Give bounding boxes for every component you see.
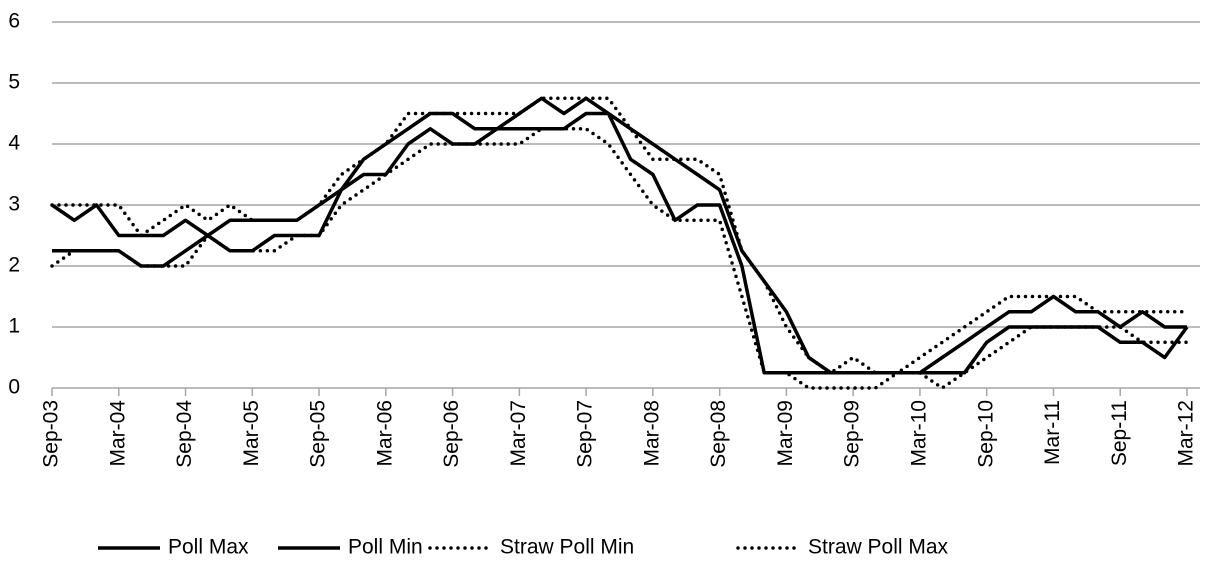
x-tick-label: Mar-12	[1175, 400, 1198, 467]
y-tick-label: 4	[8, 132, 20, 155]
x-tick-label: Mar-06	[373, 400, 396, 467]
x-tick-label: Sep-09	[841, 400, 864, 468]
y-tick-label: 2	[8, 254, 20, 277]
x-tick-label: Mar-04	[106, 400, 129, 467]
x-tick-label: Sep-11	[1108, 400, 1131, 466]
x-tick-label: Sep-05	[307, 400, 330, 468]
x-tick-label: Mar-11	[1041, 400, 1064, 465]
y-tick-label: 3	[8, 193, 20, 216]
x-tick-label: Mar-07	[507, 400, 530, 467]
y-tick-label: 5	[8, 71, 20, 94]
line-series	[50, 96, 1189, 375]
x-tick-label: Sep-03	[40, 400, 63, 468]
x-tick-label: Sep-10	[974, 400, 997, 468]
x-tick-label: Sep-08	[707, 400, 730, 468]
y-tick-label: 1	[8, 315, 20, 338]
x-tick-label: Sep-04	[173, 400, 196, 468]
legend-label: Poll Max	[168, 536, 249, 559]
legend-label: Straw Poll Max	[808, 536, 949, 559]
x-tick-label: Mar-05	[240, 400, 263, 467]
x-tick-label: Mar-08	[640, 400, 663, 467]
line-series	[52, 111, 1189, 375]
legend-label: Straw Poll Min	[500, 536, 634, 559]
line-series	[50, 127, 1189, 391]
legend-label: Poll Min	[348, 536, 423, 559]
x-tick-label: Mar-09	[774, 400, 797, 467]
x-tick-label: Sep-06	[440, 400, 463, 468]
x-tick-label: Sep-07	[574, 400, 597, 468]
y-tick-label: 6	[8, 10, 20, 33]
x-tick-label: Mar-10	[907, 400, 930, 467]
y-tick-label: 0	[8, 376, 20, 399]
line-series	[51, 96, 1187, 375]
